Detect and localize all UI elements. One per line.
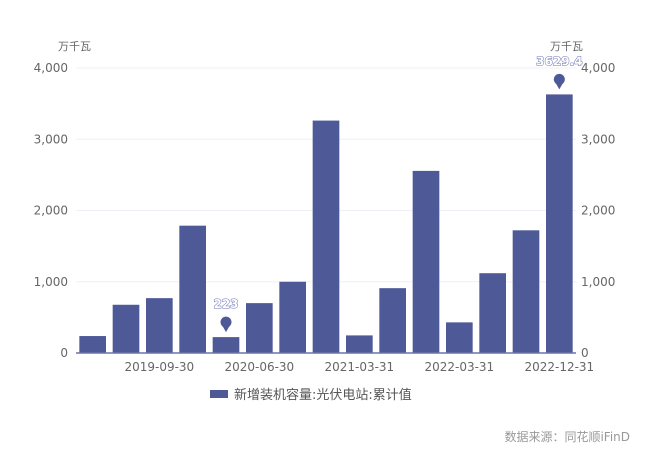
y-tick-right: 3,000 bbox=[581, 132, 615, 146]
marker-pin-icon bbox=[220, 316, 232, 328]
x-tick-label: 2019-09-30 bbox=[124, 360, 194, 374]
bar bbox=[479, 273, 506, 353]
x-tick-label: 2022-03-31 bbox=[424, 360, 494, 374]
marker-pin-icon bbox=[553, 73, 565, 85]
bar bbox=[412, 170, 440, 353]
legend[interactable]: 新增装机容量:光伏电站:累计值 bbox=[210, 384, 412, 403]
y-tick-left: 0 bbox=[60, 346, 68, 360]
bar bbox=[379, 288, 406, 353]
x-tick-label: 2022-12-31 bbox=[524, 360, 594, 374]
y-tick-left: 4,000 bbox=[34, 61, 68, 75]
bar bbox=[279, 281, 306, 353]
bar bbox=[446, 322, 473, 353]
legend-swatch bbox=[210, 389, 228, 398]
y-tick-right: 4,000 bbox=[581, 61, 615, 75]
bar bbox=[246, 303, 273, 353]
y-tick-left: 2,000 bbox=[34, 204, 68, 218]
y-unit-left: 万千瓦 bbox=[58, 40, 91, 53]
legend-label: 新增装机容量:光伏电站:累计值 bbox=[234, 388, 412, 403]
bar bbox=[79, 336, 106, 353]
marker-pin-tip-icon bbox=[555, 82, 564, 90]
marker-pin-tip-icon bbox=[222, 325, 230, 333]
y-tick-right: 1,000 bbox=[581, 275, 615, 289]
bar bbox=[512, 230, 540, 353]
data-label-min: 223 bbox=[213, 297, 238, 311]
bar bbox=[146, 298, 173, 353]
data-source: 数据来源：同花顺iFinD bbox=[504, 430, 630, 444]
y-tick-left: 3,000 bbox=[34, 132, 68, 146]
bar bbox=[212, 337, 240, 353]
bar bbox=[546, 94, 573, 354]
y-tick-right: 2,000 bbox=[581, 204, 615, 218]
bar bbox=[346, 335, 373, 353]
x-tick-label: 2021-03-31 bbox=[324, 360, 394, 374]
data-label-max: 3629.4 bbox=[536, 54, 582, 68]
bar bbox=[312, 120, 340, 354]
y-tick-right: 0 bbox=[581, 346, 589, 360]
y-tick-left: 1,000 bbox=[34, 275, 68, 289]
bar bbox=[179, 225, 206, 353]
x-tick-label: 2020-06-30 bbox=[224, 360, 294, 374]
bar bbox=[112, 304, 140, 353]
y-unit-right: 万千瓦 bbox=[550, 40, 583, 53]
